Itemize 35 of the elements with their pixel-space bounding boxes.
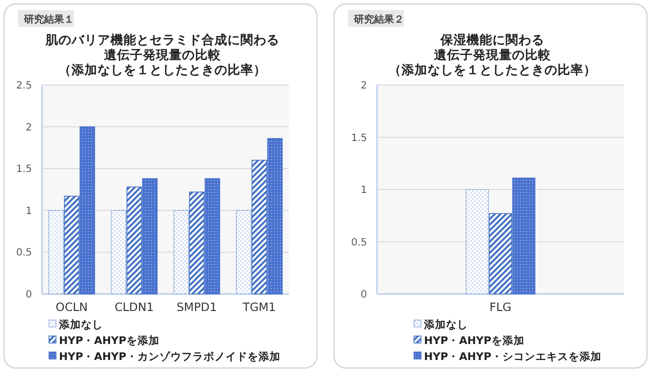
text: 研究結果１ xyxy=(23,14,74,26)
legend-label: 添加なし xyxy=(423,318,468,331)
bar xyxy=(48,210,64,294)
bar xyxy=(173,210,189,294)
y-tick-label: 1.5 xyxy=(351,132,367,144)
chart-title: 肌のバリア機能とセラミド合成に関わる xyxy=(44,32,280,47)
y-tick-label: 2.5 xyxy=(16,80,32,92)
text: 研究結果２ xyxy=(353,14,404,26)
x-tick-label: SMPD1 xyxy=(176,300,217,314)
x-tick-label: OCLN xyxy=(56,300,88,314)
x-tick-label: TGM1 xyxy=(242,300,276,314)
y-tick-label: 0.5 xyxy=(16,248,32,259)
y-tick-label: 0 xyxy=(26,290,32,300)
legend-label: HYP・AHYPを添加 xyxy=(424,334,524,347)
y-tick-label: 1 xyxy=(360,185,367,196)
y-tick-label: 1 xyxy=(26,206,32,217)
y-tick-label: 2 xyxy=(360,80,367,92)
y-tick-label: 0 xyxy=(360,290,367,300)
chart-subtitle: 遺伝子発現量の比較 xyxy=(434,47,552,62)
text: （添加なしを１としたときの比率） xyxy=(58,62,266,77)
y-tick-label: 2 xyxy=(26,122,32,134)
y-tick-label: 0.5 xyxy=(351,237,367,248)
bar xyxy=(466,189,489,294)
legend-label: HYP・AHYPを添加 xyxy=(59,334,160,347)
legend-label: HYP・AHYP・シコンエキスを添加 xyxy=(424,350,602,363)
bar xyxy=(110,210,126,294)
x-tick-label: CLDN1 xyxy=(114,300,154,314)
legend-label: HYP・AHYP・カンゾウフラボノイドを添加 xyxy=(59,350,280,363)
legend-label: 添加なし xyxy=(58,318,103,331)
bar xyxy=(236,210,252,294)
text: （添加なしを１としたときの比率） xyxy=(388,62,596,77)
chart-subtitle: 遺伝子発現量の比較 xyxy=(104,47,222,62)
x-tick-label: FLG xyxy=(490,300,512,314)
y-tick-label: 1.5 xyxy=(16,164,32,176)
chart-title: 保湿機能に関わる xyxy=(440,32,544,47)
